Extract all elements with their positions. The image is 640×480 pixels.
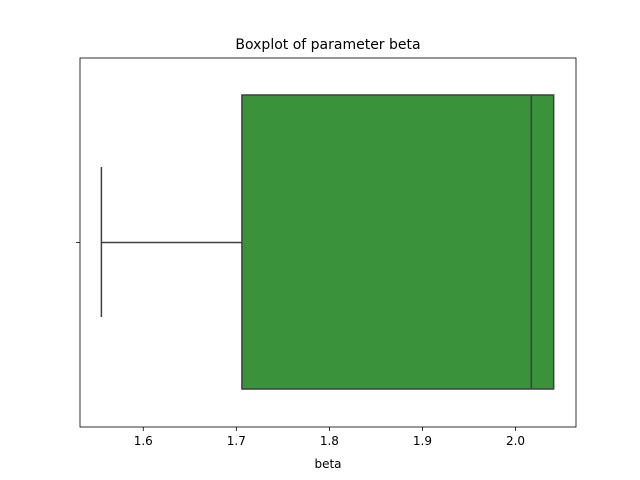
x-tick-label: 1.9 [413, 434, 432, 448]
x-tick-label: 1.6 [134, 434, 153, 448]
x-axis-label: beta [314, 457, 341, 471]
x-tick-label: 1.7 [227, 434, 246, 448]
chart-title: Boxplot of parameter beta [235, 37, 420, 53]
plot-area: 1.6 1.7 1.8 1.9 2.0 [76, 57, 577, 448]
iqr-box [241, 94, 555, 390]
x-tick-label: 2.0 [506, 434, 525, 448]
x-tick-label: 1.8 [320, 434, 339, 448]
